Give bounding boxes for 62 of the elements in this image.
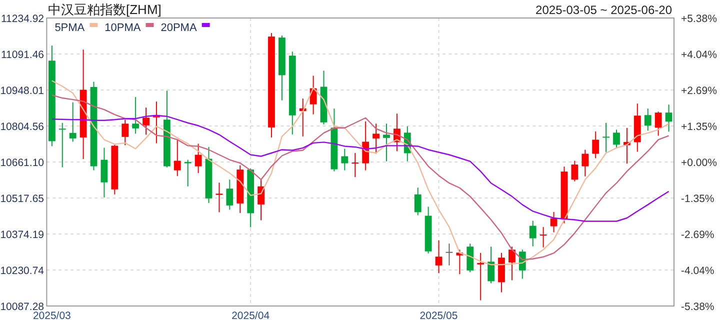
- candlestick: [665, 104, 672, 132]
- y2-tick-label: +2.69%: [681, 85, 717, 97]
- candlestick: [69, 102, 76, 142]
- candlestick: [132, 96, 140, 134]
- candlestick: [508, 246, 516, 281]
- candlestick: [571, 160, 578, 182]
- candlestick: [477, 252, 484, 301]
- candlestick: [613, 129, 620, 148]
- candlestick: [550, 211, 558, 233]
- candlestick: [644, 108, 652, 132]
- legend-label: 5PMA: [54, 22, 86, 34]
- candlestick: [602, 122, 610, 153]
- candlestick: [414, 187, 422, 216]
- x-tick-label: 2025/05: [420, 310, 458, 320]
- candlestick: [258, 179, 264, 221]
- candlestick: [341, 148, 348, 171]
- candlestick: [100, 147, 108, 198]
- candlestick: [362, 120, 370, 171]
- y2-tick-label: -2.69%: [681, 229, 714, 241]
- y-tick-label: 10661.10: [0, 157, 44, 169]
- candlestick: [592, 130, 600, 159]
- y2-tick-label: +1.35%: [681, 120, 717, 133]
- y-tick-label: 10517.65: [0, 193, 44, 205]
- candlestick: [529, 220, 536, 247]
- chart-title: 中汉豆粕指数[ZHM]: [48, 2, 162, 17]
- candlestick: [58, 122, 66, 168]
- candlestick: [184, 159, 192, 187]
- candlestick: [435, 240, 442, 274]
- candlestick: [216, 182, 223, 213]
- y-tick-label: 10804.56: [0, 121, 44, 133]
- legend-label: 10PMA: [104, 22, 142, 34]
- candlestick: [582, 149, 589, 177]
- candlestick: [352, 152, 359, 178]
- y2-tick-label: +5.38%: [681, 13, 717, 25]
- candlestick: [466, 243, 474, 273]
- y2-tick-label: -5.38%: [681, 301, 714, 313]
- y2-tick-label: -4.04%: [681, 265, 714, 278]
- y-tick-label: 10948.01: [0, 85, 44, 97]
- candlestick: [310, 75, 317, 115]
- y-tick-label: 11091.46: [0, 49, 44, 61]
- candlestick: [654, 111, 662, 136]
- candlestick: [194, 143, 202, 174]
- y-tick-label: 10374.19: [0, 229, 44, 241]
- y2-tick-label: +0.00%: [681, 157, 717, 169]
- legend-label: 20PMA: [160, 22, 198, 34]
- y-tick-label: 10087.28: [0, 301, 44, 313]
- x-tick-label: 2025/04: [232, 310, 270, 320]
- x-tick-label: 2025/03: [32, 310, 72, 320]
- candlestick: [226, 179, 234, 210]
- candlestick: [383, 123, 390, 162]
- candlestick: [446, 243, 453, 266]
- y-tick-label: 11234.92: [0, 13, 44, 25]
- candlestick: [488, 246, 494, 284]
- y2-tick-label: +4.04%: [681, 48, 717, 61]
- candlestick: [122, 119, 129, 146]
- y-tick-label: 10230.74: [0, 265, 44, 277]
- candlestick: [142, 107, 150, 136]
- candlestick: [372, 123, 380, 154]
- chart-subtitle: 2025-03-05 ~ 2025-06-20: [536, 3, 672, 17]
- y2-tick-label: -1.35%: [681, 193, 714, 206]
- candlestick: [174, 139, 181, 177]
- candlestick: [540, 226, 547, 248]
